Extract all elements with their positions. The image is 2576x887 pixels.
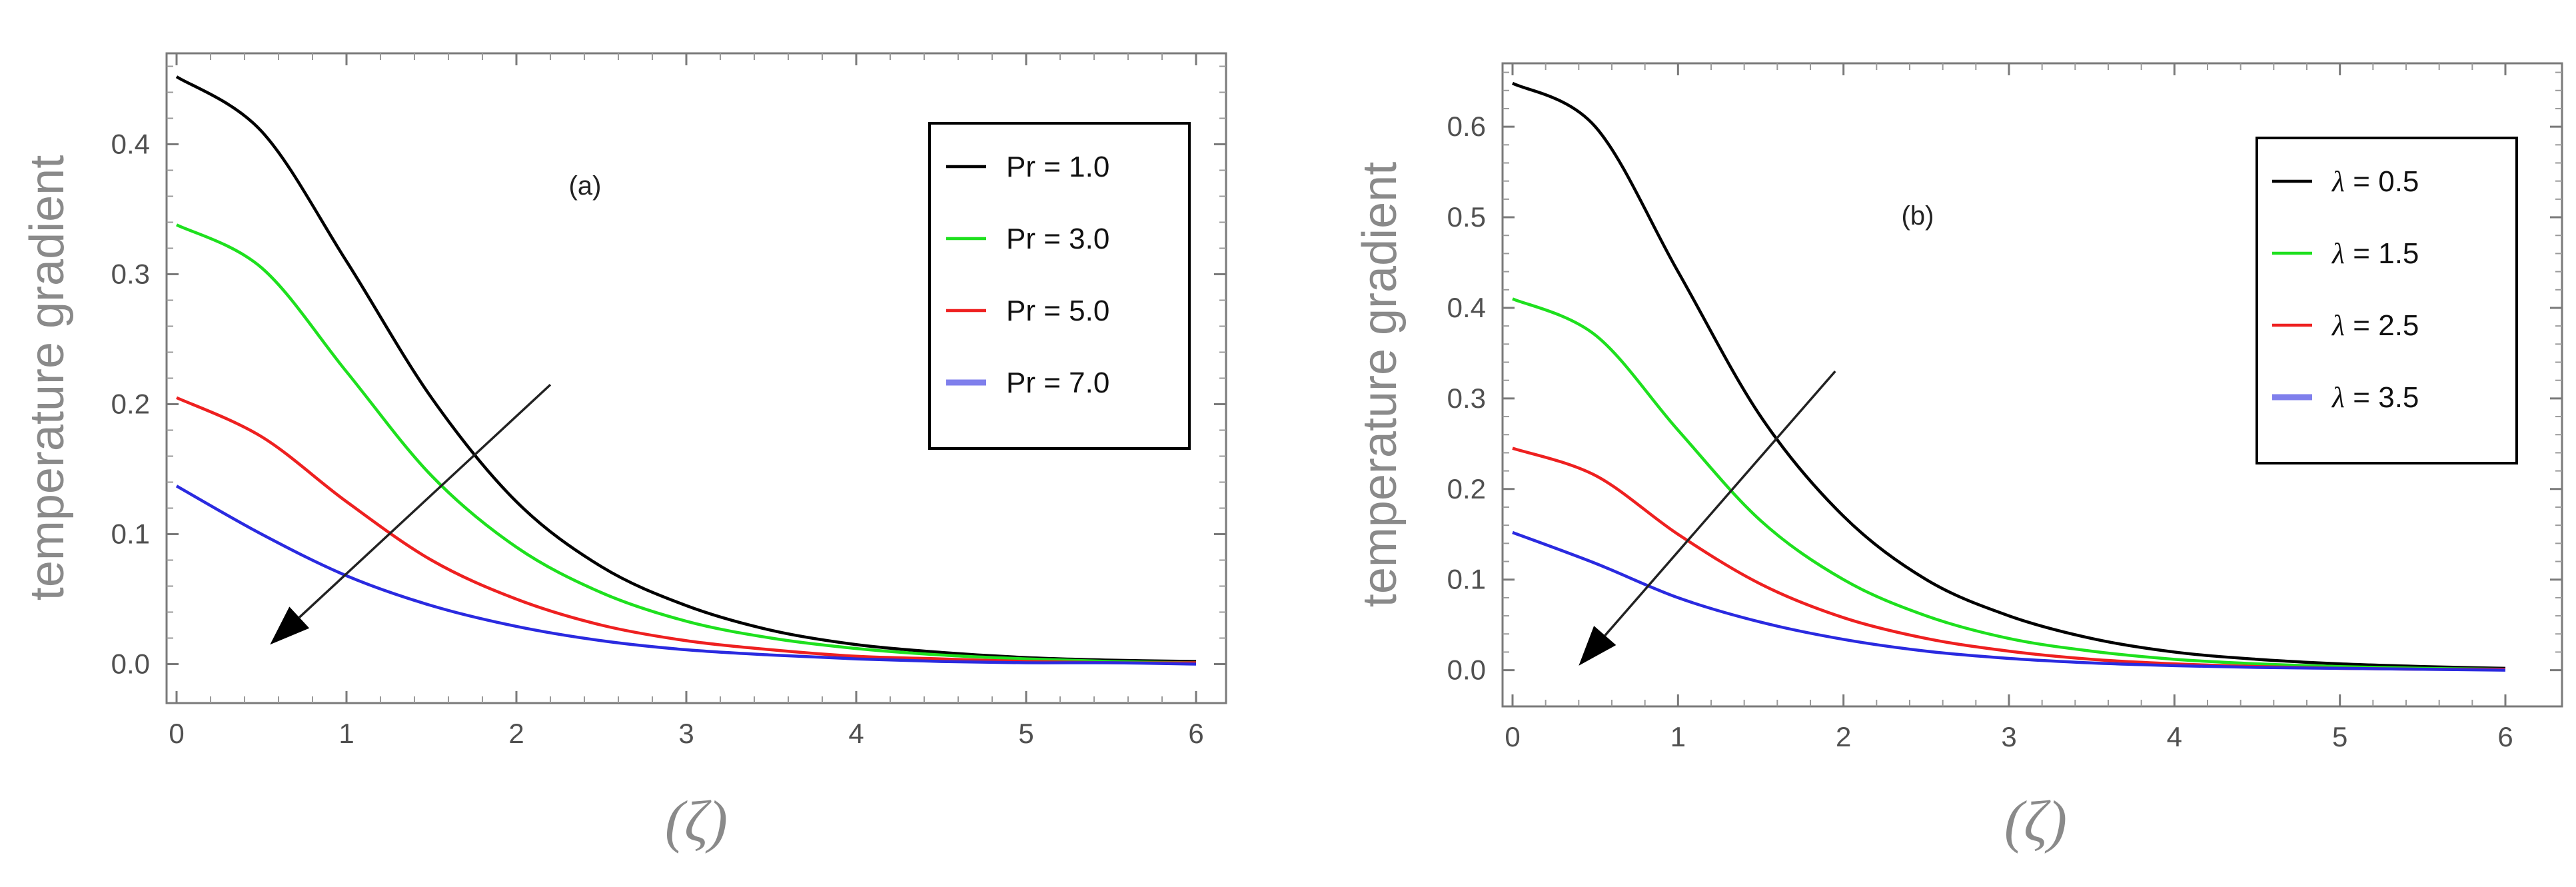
chart-b-series-3-line	[1512, 530, 2506, 672]
chart-b-y-ticks: 0.0 0.1 0.2 0.3 0.4 0.5 0.6	[1447, 71, 2562, 686]
chart-a-legend-label: Pr = 1.0	[1006, 151, 1109, 183]
chart-b-xtick-label: 5	[2332, 721, 2347, 752]
chart-b-arrow-shaft	[1604, 370, 1836, 636]
chart-a-arrow-head	[270, 606, 310, 645]
chart-b-legend-label: λ = 1.5	[2331, 237, 2419, 270]
chart-a-legend-value: 7.0	[1069, 367, 1109, 399]
chart-a: 0.0 0.1 0.2 0.3 0.4 0 1 2 3 4 5 6 temperature grad…	[21, 52, 1227, 854]
chart-b-ytick-label: 0.2	[1447, 473, 1486, 504]
chart-b-x-ticks: 0 1 2 3 4 5 6	[1505, 63, 2513, 752]
chart-a-ytick-label: 0.1	[111, 518, 150, 550]
chart-b-series-0-line	[1511, 81, 2506, 670]
chart-a-xtick-label: 4	[848, 718, 864, 749]
chart-b-arrow	[1579, 370, 1836, 666]
chart-a-xtick-label: 0	[169, 718, 184, 749]
chart-a-legend-param: Pr	[1006, 223, 1035, 255]
chart-a-ylabel: temperature gradient	[21, 155, 74, 600]
chart-a-ytick-label: 0.0	[111, 648, 150, 680]
chart-b-legend-eq: =	[2345, 237, 2378, 270]
chart-b: 0.0 0.1 0.2 0.3 0.4 0.5 0.6 0 1 2 3 4 5 6 temperatur…	[1353, 62, 2563, 854]
chart-a-xtick-label: 2	[508, 718, 524, 749]
chart-a-panel-label: (a)	[569, 171, 602, 201]
chart-b-legend-eq: =	[2345, 165, 2378, 198]
chart-b-ytick-label: 0.4	[1447, 292, 1486, 323]
chart-b-series-1-line	[1512, 297, 2506, 671]
chart-b-legend-eq: =	[2345, 309, 2378, 342]
chart-b-lines	[1511, 81, 2506, 672]
chart-a-legend: Pr = 1.0Pr = 3.0Pr = 5.0Pr = 7.0	[928, 122, 1191, 450]
chart-b-ytick-label: 0.6	[1447, 111, 1486, 142]
chart-a-legend-label: Pr = 3.0	[1006, 223, 1109, 255]
chart-a-ytick-label: 0.4	[111, 129, 150, 160]
chart-b-legend-box	[2255, 137, 2518, 464]
chart-a-series-3-line	[175, 484, 1197, 666]
chart-a-xtick-label: 6	[1188, 718, 1203, 749]
chart-a-legend-eq: =	[1035, 295, 1069, 327]
chart-a-legend-param: Pr	[1006, 367, 1035, 399]
chart-a-xtick-label: 1	[338, 718, 354, 749]
chart-b-xtick-label: 0	[1505, 721, 1520, 752]
chart-a-arrow	[270, 383, 552, 645]
chart-a-legend-value: 1.0	[1069, 151, 1109, 183]
chart-b-legend-value: 2.5	[2378, 309, 2419, 342]
chart-b-legend-value: 1.5	[2378, 237, 2419, 270]
chart-b-xtick-label: 4	[2167, 721, 2182, 752]
chart-b-legend-label: λ = 2.5	[2331, 309, 2419, 342]
chart-a-xtick-label: 3	[678, 718, 694, 749]
chart-a-xlabel: (ζ)	[665, 790, 728, 854]
chart-b-ytick-label: 0.0	[1447, 654, 1486, 686]
chart-a-legend-eq: =	[1035, 151, 1069, 183]
chart-a-ytick-label: 0.2	[111, 389, 150, 420]
chart-b-legend-value: 3.5	[2378, 381, 2419, 414]
chart-b-xtick-label: 1	[1670, 721, 1686, 752]
chart-a-legend-value: 3.0	[1069, 223, 1109, 255]
chart-b-ylabel: temperature gradient	[1353, 162, 1407, 607]
chart-b-xlabel: (ζ)	[2004, 790, 2067, 854]
chart-b-series-2-line	[1512, 446, 2506, 671]
chart-a-legend-label: Pr = 5.0	[1006, 295, 1109, 327]
chart-b-xtick-label: 2	[1836, 721, 1851, 752]
chart-b-legend-param: λ	[2331, 381, 2345, 414]
chart-a-legend-label: Pr = 7.0	[1006, 367, 1109, 399]
chart-b-legend-param: λ	[2331, 237, 2345, 270]
chart-b-panel-label: (b)	[1902, 201, 1934, 231]
chart-a-legend-param: Pr	[1006, 151, 1035, 183]
chart-b-xtick-label: 6	[2497, 721, 2513, 752]
chart-b-ytick-label: 0.1	[1447, 564, 1486, 595]
chart-b-legend: λ = 0.5λ = 1.5λ = 2.5λ = 3.5	[2255, 137, 2518, 464]
chart-b-legend-label: λ = 0.5	[2331, 165, 2419, 198]
chart-b-legend-value: 0.5	[2378, 165, 2419, 198]
chart-a-legend-param: Pr	[1006, 295, 1035, 327]
chart-b-ytick-label: 0.3	[1447, 383, 1486, 414]
chart-b-legend-label: λ = 3.5	[2331, 381, 2419, 414]
chart-a-arrow-shaft	[299, 383, 552, 618]
chart-b-xtick-label: 3	[2001, 721, 2016, 752]
chart-a-y-ticks: 0.0 0.1 0.2 0.3 0.4	[111, 65, 1226, 680]
chart-b-legend-items: λ = 0.5λ = 1.5λ = 2.5λ = 3.5	[2272, 165, 2419, 414]
chart-a-xtick-label: 5	[1018, 718, 1033, 749]
chart-a-legend-value: 5.0	[1069, 295, 1109, 327]
chart-b-legend-param: λ	[2331, 165, 2345, 198]
chart-b-legend-eq: =	[2345, 381, 2378, 414]
chart-b-arrow-head	[1579, 626, 1616, 666]
chart-a-legend-eq: =	[1035, 367, 1069, 399]
chart-a-series-1-line	[175, 223, 1197, 664]
chart-a-x-ticks: 0 1 2 3 4 5 6	[169, 53, 1204, 749]
chart-b-frame	[1501, 62, 2563, 708]
chart-b-ytick-label: 0.5	[1447, 201, 1486, 233]
chart-b-legend-param: λ	[2331, 309, 2345, 342]
chart-a-legend-items: Pr = 1.0Pr = 3.0Pr = 5.0Pr = 7.0	[946, 151, 1109, 399]
chart-a-ytick-label: 0.3	[111, 259, 150, 290]
chart-a-lines	[175, 75, 1197, 666]
chart-a-legend-box	[928, 122, 1191, 450]
chart-a-legend-eq: =	[1035, 223, 1069, 255]
